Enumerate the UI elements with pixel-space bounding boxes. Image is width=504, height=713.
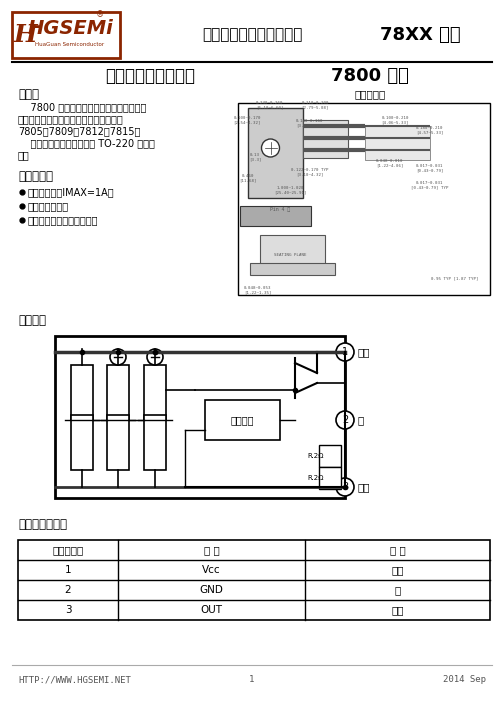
Text: 1: 1 [342, 347, 348, 357]
Text: 输出: 输出 [391, 605, 404, 615]
Text: 3: 3 [65, 605, 71, 615]
Text: 2: 2 [342, 415, 348, 425]
Text: 输出电流大，IMAX=1A。: 输出电流大，IMAX=1A。 [28, 187, 114, 197]
Text: 概述：: 概述： [18, 88, 39, 101]
Circle shape [336, 411, 354, 429]
Bar [248, 108, 303, 198]
Text: 输出: 输出 [357, 482, 369, 492]
Text: 0.122~0.170 TYP
[3.10~4.32]: 0.122~0.170 TYP [3.10~4.32] [291, 168, 329, 176]
Text: R.2Ω: R.2Ω [307, 475, 324, 481]
Text: 式。: 式。 [18, 150, 30, 160]
Text: HTTP://WWW.HGSEMI.NET: HTTP://WWW.HGSEMI.NET [18, 675, 131, 684]
Text: 0.100~0.210
[4.06~5.33]: 0.100~0.210 [4.06~5.33] [381, 116, 409, 124]
Text: 电源: 电源 [357, 347, 369, 357]
Text: 引出端功能符号: 引出端功能符号 [18, 518, 67, 531]
Text: HuaGuan Semiconductor: HuaGuan Semiconductor [35, 43, 104, 48]
Bar [260, 235, 325, 265]
Text: OUT: OUT [201, 605, 222, 615]
Text: 78XX 系列: 78XX 系列 [380, 26, 460, 44]
Text: 0.95 TYP [1.87 TYP]: 0.95 TYP [1.87 TYP] [431, 276, 479, 280]
Text: Vcc: Vcc [202, 565, 221, 575]
Text: Pin 4 ①: Pin 4 ① [270, 207, 290, 212]
Bar [71, 365, 93, 420]
Text: GND: GND [200, 585, 223, 595]
Text: 0.460
[11.68]: 0.460 [11.68] [239, 174, 257, 183]
Text: 1: 1 [249, 675, 255, 684]
Bar [55, 336, 345, 498]
Text: 无需外接元件。: 无需外接元件。 [28, 201, 69, 211]
Text: 地: 地 [357, 415, 363, 425]
Bar [303, 120, 348, 158]
Text: 0.048~0.053
[1.22~1.35]: 0.048~0.053 [1.22~1.35] [244, 286, 272, 294]
Circle shape [110, 349, 126, 365]
Text: 功 能: 功 能 [390, 545, 405, 555]
Text: 0.140~0.160
[3.56~4.06]: 0.140~0.160 [3.56~4.06] [296, 118, 324, 128]
Bar [144, 415, 166, 470]
Text: 地: 地 [394, 585, 401, 595]
Bar [107, 415, 129, 470]
Text: 2: 2 [65, 585, 71, 595]
Text: 0.017~0.031
[0.43~0.79] TYP: 0.017~0.031 [0.43~0.79] TYP [411, 180, 449, 189]
Bar [240, 206, 311, 226]
Text: 采用三引线带散热片塑料 TO-220 封装形: 采用三引线带散热片塑料 TO-220 封装形 [18, 138, 155, 148]
Circle shape [336, 343, 354, 361]
Text: 2014 Sep: 2014 Sep [443, 675, 486, 684]
Text: 引出端序号: 引出端序号 [52, 545, 84, 555]
Text: SEATING PLANE: SEATING PLANE [274, 253, 306, 257]
Text: 1.000~1.020
[25.40~25.91]: 1.000~1.020 [25.40~25.91] [274, 185, 306, 195]
Text: 广东华冠半导体有限公司: 广东华冠半导体有限公司 [202, 28, 302, 43]
Bar [238, 103, 490, 295]
Text: 电源: 电源 [391, 565, 404, 575]
Text: 保护电路: 保护电路 [230, 415, 254, 425]
Bar [18, 540, 490, 620]
Text: 0.13
[3.3]: 0.13 [3.3] [249, 153, 261, 161]
Text: 1: 1 [65, 565, 71, 575]
Bar [71, 415, 93, 470]
Bar [365, 126, 430, 160]
Bar [107, 365, 129, 420]
Text: 电子仪器、设备的稳压电源电路。品种有: 电子仪器、设备的稳压电源电路。品种有 [18, 114, 124, 124]
Circle shape [147, 349, 163, 365]
Text: 0.017~0.031
[0.43~0.79]: 0.017~0.031 [0.43~0.79] [416, 164, 444, 173]
Text: 符 号: 符 号 [204, 545, 219, 555]
Text: 0.240~0.260
[6.10~6.60]: 0.240~0.260 [6.10~6.60] [256, 101, 284, 109]
Text: 主要特点：: 主要特点： [18, 170, 53, 183]
Text: 7805、7809、7812、7815。: 7805、7809、7812、7815。 [18, 126, 141, 136]
Bar [319, 445, 341, 467]
Bar [250, 263, 335, 275]
Text: 7800 系列: 7800 系列 [331, 67, 409, 85]
Text: 0.110~0.200
[2.79~5.08]: 0.110~0.200 [2.79~5.08] [301, 101, 329, 109]
Text: HGSEMi: HGSEMi [27, 19, 113, 38]
Text: 0.100~0.170
[2.54~4.32]: 0.100~0.170 [2.54~4.32] [233, 116, 261, 124]
Bar [12, 12, 120, 58]
Text: 封装外形图: 封装外形图 [354, 89, 386, 99]
Circle shape [336, 478, 354, 496]
Bar [205, 400, 280, 440]
Text: ®: ® [96, 11, 104, 19]
Circle shape [262, 139, 280, 157]
Text: R.2Ω: R.2Ω [307, 453, 324, 459]
Text: H: H [13, 23, 37, 47]
Bar [144, 365, 166, 420]
Text: 0.180~0.210
[4.57~5.33]: 0.180~0.210 [4.57~5.33] [416, 125, 444, 134]
Text: 功能框图: 功能框图 [18, 314, 46, 327]
Text: 内设过热、短路保护电路。: 内设过热、短路保护电路。 [28, 215, 98, 225]
Text: 0.048~0.010
[1.22~4.06]: 0.048~0.010 [1.22~4.06] [376, 159, 404, 168]
Text: 三端固定正稳压电路: 三端固定正稳压电路 [105, 67, 195, 85]
Bar [319, 467, 341, 489]
Text: 7800 系列是用于各种电视机、收录机、: 7800 系列是用于各种电视机、收录机、 [18, 102, 146, 112]
Text: 3: 3 [342, 482, 348, 492]
